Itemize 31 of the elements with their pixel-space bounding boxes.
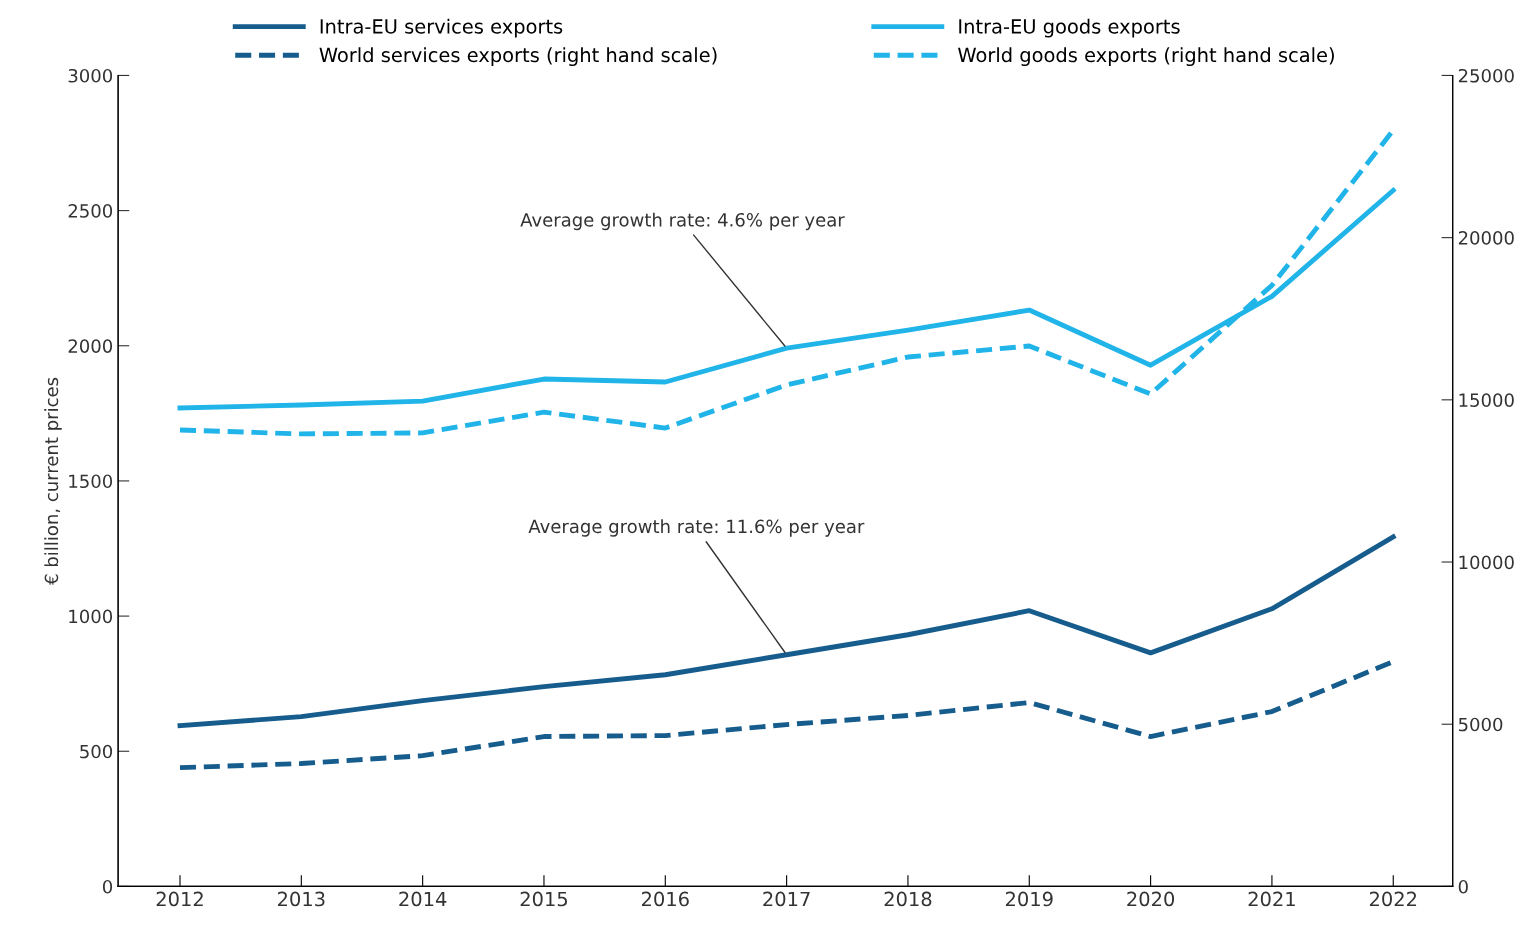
y2-tick-label: 10000 bbox=[1459, 555, 1514, 570]
y2-tick-label: 15000 bbox=[1459, 393, 1514, 407]
y-tick-label: 1000 bbox=[69, 609, 113, 624]
annotation: Average growth rate: 4.6% per year bbox=[520, 212, 845, 231]
legend-label: Intra-EU goods exports bbox=[959, 18, 1180, 38]
x-tick-label: 2012 bbox=[156, 891, 203, 907]
x-tick-label: 2014 bbox=[399, 891, 447, 907]
x-tick-label: 2019 bbox=[1005, 891, 1053, 907]
y-tick-label: 1500 bbox=[69, 474, 113, 489]
x-tick-label: 2018 bbox=[884, 891, 932, 907]
y2-tick-label: 25000 bbox=[1458, 68, 1514, 83]
y-tick-label: 0 bbox=[102, 879, 113, 894]
x-tick-label: 2017 bbox=[763, 891, 810, 907]
x-tick-label: 2016 bbox=[641, 891, 689, 907]
y2-tick-label: 5000 bbox=[1458, 717, 1503, 732]
x-tick-label: 2015 bbox=[520, 891, 568, 907]
y-tick-label: 500 bbox=[80, 744, 113, 759]
legend-label: World services exports (right hand scale) bbox=[319, 47, 717, 67]
y-axis-title: € billion, current prices bbox=[44, 377, 62, 585]
x-tick-label: 2020 bbox=[1127, 891, 1175, 907]
x-tick-label: 2022 bbox=[1369, 891, 1417, 907]
legend-label: Intra-EU services exports bbox=[320, 18, 563, 38]
y-tick-label: 2500 bbox=[68, 204, 113, 218]
y2-tick-label: 0 bbox=[1458, 879, 1468, 894]
x-tick-label: 2021 bbox=[1248, 891, 1295, 907]
annotation: Average growth rate: 11.6% per year bbox=[528, 519, 865, 537]
y-tick-label: 2000 bbox=[68, 339, 113, 353]
legend-label: World goods exports (right hand scale) bbox=[958, 47, 1334, 67]
y2-tick-label: 20000 bbox=[1458, 231, 1514, 245]
y-tick-label: 3000 bbox=[68, 68, 113, 83]
x-tick-label: 2013 bbox=[278, 891, 325, 907]
